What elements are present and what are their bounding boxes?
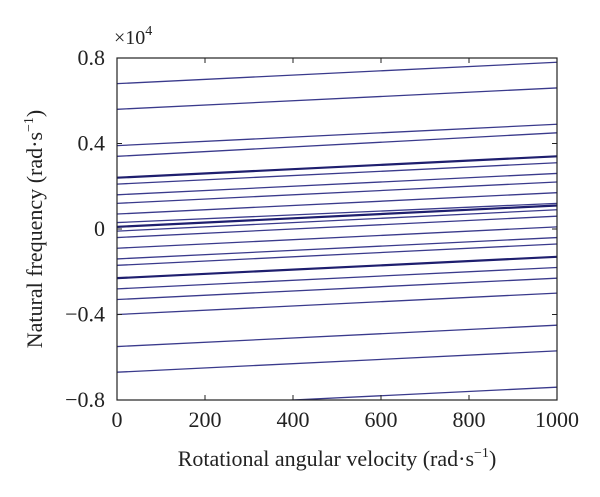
series-line-3 bbox=[117, 123, 557, 147]
series-layer bbox=[117, 61, 557, 400]
series-line-20 bbox=[117, 292, 557, 316]
y-tick-label: 0.8 bbox=[78, 45, 106, 70]
x-tick-label: 400 bbox=[277, 407, 310, 432]
series-line-4 bbox=[117, 132, 557, 157]
series-line-16 bbox=[117, 243, 557, 266]
y-tick-label: −0.4 bbox=[65, 302, 105, 327]
x-tick-label: 1000 bbox=[535, 407, 579, 432]
series-line-22 bbox=[117, 350, 557, 373]
y-tick-label: 0.4 bbox=[78, 131, 106, 156]
y-multiplier-label: ×104 bbox=[114, 24, 152, 49]
series-line-19 bbox=[117, 277, 557, 301]
y-tick-label: 0 bbox=[94, 216, 105, 241]
series-line-21 bbox=[117, 324, 557, 348]
series-line-10 bbox=[117, 202, 557, 224]
y-axis-label: Natural frequency (rad·s−1) bbox=[22, 110, 47, 348]
series-line-11 bbox=[117, 204, 557, 228]
x-axis-label: Rotational angular velocity (rad·s−1) bbox=[178, 446, 497, 471]
series-line-7 bbox=[117, 172, 557, 196]
series-line-12 bbox=[117, 209, 557, 232]
series-line-5 bbox=[117, 155, 557, 179]
tick-layer: 0 200 400 600 800 1000 0.8 0.4 0 −0.4 −0.8 bbox=[65, 45, 579, 432]
plot-frame bbox=[116, 57, 558, 401]
series-line-2 bbox=[117, 87, 557, 110]
series-line-9 bbox=[117, 192, 557, 215]
x-tick-label: 600 bbox=[365, 407, 398, 432]
series-line-23 bbox=[279, 386, 557, 400]
series-line-1 bbox=[117, 61, 557, 85]
series-line-6 bbox=[117, 162, 557, 185]
y-tick-label: −0.8 bbox=[65, 387, 105, 412]
series-line-15 bbox=[117, 236, 557, 260]
series-line-18 bbox=[117, 266, 557, 290]
x-tick-label: 200 bbox=[189, 407, 222, 432]
series-line-8 bbox=[117, 181, 557, 204]
x-tick-label: 0 bbox=[112, 407, 123, 432]
series-line-17 bbox=[117, 255, 557, 280]
x-tick-label: 800 bbox=[453, 407, 486, 432]
series-line-13 bbox=[117, 215, 557, 239]
series-line-14 bbox=[117, 226, 557, 249]
